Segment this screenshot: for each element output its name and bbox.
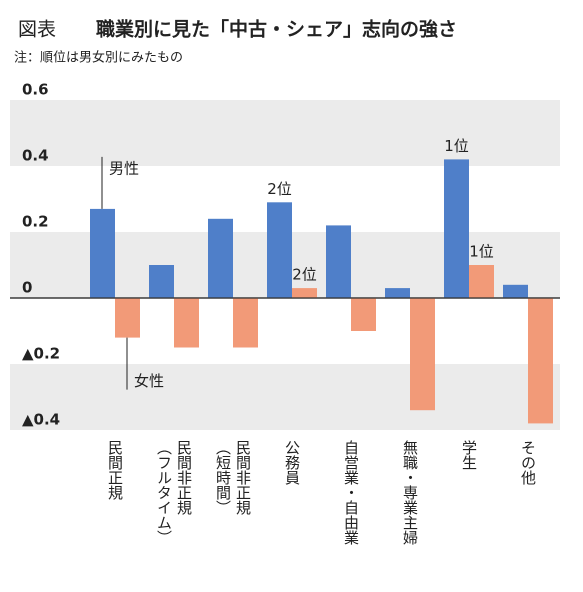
bar (410, 298, 435, 411)
x-tick-label: 民間非正規 （フルタイム） (155, 440, 193, 545)
x-tick-label: 自営業・自由業 (342, 440, 360, 545)
rank-label: 1位 (469, 243, 494, 261)
legend-label: 女性 (134, 372, 164, 390)
x-tick-label: 民間非正規 （短時間） (214, 440, 252, 515)
bar (528, 298, 553, 424)
chart-title: 職業別に見た「中古・シェア」志向の強さ (96, 18, 457, 41)
bar (469, 265, 494, 298)
x-tick-label: 公務員 (283, 440, 301, 485)
bar (385, 288, 410, 298)
bar (351, 298, 376, 331)
y-tick-label: 0.6 (22, 81, 49, 99)
rank-label: 2位 (292, 266, 317, 284)
y-tick-label: ▲0.2 (22, 345, 60, 363)
legend-label: 男性 (109, 159, 139, 177)
bar (267, 202, 292, 298)
x-tick-label: その他 (519, 440, 537, 485)
bar (292, 288, 317, 298)
x-tick-label: 民間正規 (106, 440, 124, 500)
y-tick-label: ▲0.4 (22, 411, 60, 429)
rank-label: 2位 (267, 180, 292, 198)
grid-band (10, 100, 560, 166)
bar (174, 298, 199, 348)
x-tick-label: 無職・専業主婦 (401, 440, 419, 545)
y-tick-label: 0.2 (22, 213, 49, 231)
bar (444, 159, 469, 298)
y-tick-label: 0 (22, 279, 32, 297)
bar (149, 265, 174, 298)
bar (326, 225, 351, 298)
chart-subtitle: 注：順位は男女別にみたもの (14, 50, 183, 66)
bar (90, 208, 115, 298)
bar (503, 284, 528, 298)
y-tick-label: 0.4 (22, 147, 49, 165)
chart-label: 図表 (18, 19, 56, 41)
bar (115, 298, 140, 338)
rank-label: 1位 (444, 137, 469, 155)
x-tick-label: 学生 (460, 440, 478, 470)
bar (233, 298, 258, 348)
grid-band (10, 364, 560, 430)
bar (208, 218, 233, 298)
